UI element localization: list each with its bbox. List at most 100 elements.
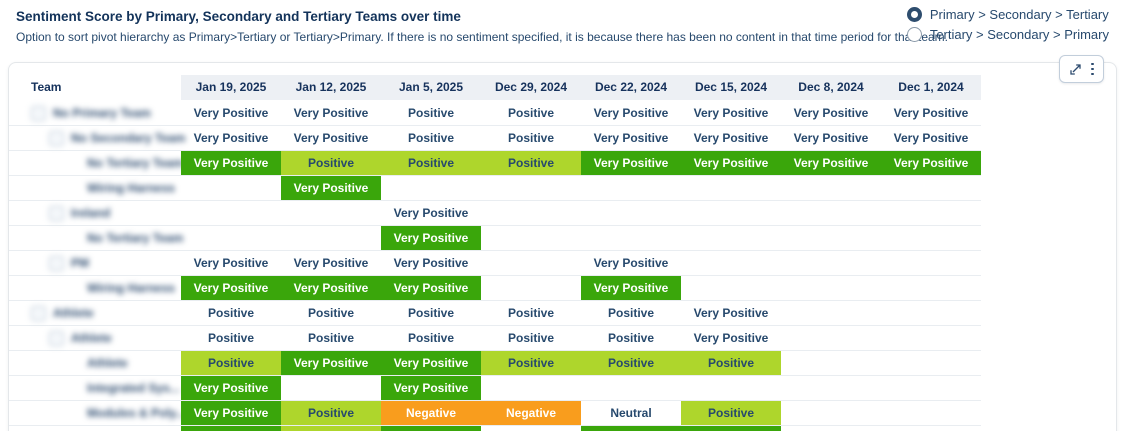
sentiment-cell[interactable]: Negative	[381, 401, 481, 425]
sentiment-cell[interactable]: Positive	[507, 331, 555, 345]
sentiment-cell[interactable]: Positive	[381, 151, 481, 175]
radio-option-tertiary-secondary-primary[interactable]: Tertiary > Secondary > Primary	[906, 27, 1109, 42]
sentiment-cell[interactable]: Positive	[681, 351, 781, 375]
sentiment-cell[interactable]: Very Positive	[693, 331, 769, 345]
sentiment-cell[interactable]: Very Positive	[181, 151, 281, 175]
team-checkbox[interactable]	[49, 255, 64, 271]
team-checkbox[interactable]	[49, 205, 64, 221]
sentiment-cell[interactable]: Very Positive	[793, 106, 869, 120]
radio-button-icon[interactable]	[906, 7, 922, 22]
sentiment-cell[interactable]: Very Positive	[281, 276, 381, 300]
sentiment-cell[interactable]	[581, 426, 681, 431]
sentiment-cell[interactable]: Positive	[407, 306, 455, 320]
sentiment-cell[interactable]: Very Positive	[393, 256, 469, 270]
sentiment-cell[interactable]: Positive	[481, 351, 581, 375]
sentiment-cell[interactable]: Very Positive	[693, 306, 769, 320]
sentiment-cell[interactable]: Very Positive	[893, 106, 969, 120]
sentiment-cell[interactable]: Very Positive	[381, 276, 481, 300]
team-label[interactable]: PM	[9, 251, 89, 275]
column-header-date: Dec 29, 2024	[494, 80, 568, 94]
sentiment-cell[interactable]: Neutral	[610, 406, 652, 420]
kebab-menu-icon[interactable]	[1091, 62, 1094, 76]
radio-option-label[interactable]: Tertiary > Secondary > Primary	[929, 27, 1109, 42]
sentiment-cell[interactable]: Positive	[607, 331, 655, 345]
sentiment-cell[interactable]: Very Positive	[893, 131, 969, 145]
sentiment-cell[interactable]	[681, 426, 781, 431]
team-label[interactable]: No Tertiary Team	[9, 226, 183, 250]
sentiment-cell[interactable]: Positive	[307, 306, 355, 320]
sentiment-cell[interactable]: Positive	[507, 106, 555, 120]
sentiment-cell[interactable]: Positive	[581, 351, 681, 375]
sentiment-cell[interactable]: Positive	[281, 401, 381, 425]
team-label[interactable]: Integrated Sys...	[9, 376, 180, 400]
sentiment-cell[interactable]: Positive	[307, 331, 355, 345]
widget-toolbar	[1059, 55, 1104, 83]
sentiment-cells: Positive Positive Positive Positive Positive…	[181, 326, 981, 350]
sentiment-cell[interactable]: Very Positive	[793, 131, 869, 145]
team-label[interactable]: Athlete	[9, 326, 112, 350]
team-checkbox[interactable]	[49, 130, 64, 146]
sentiment-cell[interactable]: Very Positive	[681, 151, 781, 175]
sentiment-cell[interactable]: Very Positive	[281, 351, 381, 375]
sentiment-cell[interactable]: Very Positive	[281, 176, 381, 200]
sentiment-cell[interactable]: Very Positive	[193, 256, 269, 270]
sentiment-cell[interactable]: Very Positive	[181, 376, 281, 400]
sentiment-cell[interactable]: Very Positive	[693, 131, 769, 145]
radio-button-icon[interactable]	[906, 27, 922, 42]
expand-icon[interactable]	[1069, 63, 1082, 76]
sentiment-cell[interactable]: Positive	[407, 331, 455, 345]
team-label[interactable]: No Tertiary Team	[9, 151, 183, 175]
sentiment-cell[interactable]: Positive	[607, 306, 655, 320]
team-checkbox[interactable]	[31, 305, 46, 321]
team-label[interactable]: No Secondary Team	[9, 126, 185, 150]
sentiment-cell[interactable]: Very Positive	[581, 276, 681, 300]
sentiment-cell[interactable]: Very Positive	[181, 401, 281, 425]
team-label[interactable]: Modules & Poly...	[9, 401, 185, 425]
team-label[interactable]: Athlete	[9, 301, 94, 325]
sentiment-cell[interactable]: Positive	[181, 351, 281, 375]
sentiment-cell[interactable]: Very Positive	[293, 256, 369, 270]
team-checkbox[interactable]	[49, 330, 64, 346]
sentiment-cell[interactable]: Very Positive	[693, 106, 769, 120]
sentiment-cell[interactable]: Positive	[407, 131, 455, 145]
sentiment-cell[interactable]: Positive	[507, 131, 555, 145]
sentiment-cell[interactable]	[281, 426, 381, 431]
team-label[interactable]	[9, 426, 87, 431]
team-label[interactable]: Wiring Harness	[9, 176, 175, 200]
sentiment-cell[interactable]: Very Positive	[293, 131, 369, 145]
sentiment-cell[interactable]: Very Positive	[593, 131, 669, 145]
sentiment-cell[interactable]: Positive	[407, 106, 455, 120]
sentiment-cell[interactable]: Very Positive	[593, 106, 669, 120]
sentiment-cell[interactable]: Positive	[507, 306, 555, 320]
sentiment-cell[interactable]: Very Positive	[593, 256, 669, 270]
radio-option-label[interactable]: Primary > Secondary > Tertiary	[929, 7, 1109, 22]
sentiment-cell[interactable]: Very Positive	[181, 276, 281, 300]
team-label[interactable]: Wiring Harness	[9, 276, 175, 300]
sentiment-cell[interactable]: Very Positive	[381, 226, 481, 250]
team-label[interactable]: Athlete	[9, 351, 128, 375]
sentiment-cell[interactable]	[381, 426, 481, 431]
sentiment-cell	[281, 376, 381, 400]
radio-option-primary-secondary-tertiary[interactable]: Primary > Secondary > Tertiary	[906, 7, 1109, 22]
sentiment-cells: Very Positive Very Positive	[181, 376, 981, 400]
sentiment-cell[interactable]: Very Positive	[193, 106, 269, 120]
sentiment-cell[interactable]: Positive	[281, 151, 381, 175]
table-row: Athlete Positive Positive Positive Positive P…	[9, 326, 981, 351]
team-checkbox[interactable]	[31, 105, 46, 121]
sentiment-cell[interactable]: Positive	[207, 331, 255, 345]
sentiment-cell[interactable]: Very Positive	[881, 151, 981, 175]
sentiment-cell[interactable]: Positive	[681, 401, 781, 425]
sentiment-cell[interactable]: Very Positive	[581, 151, 681, 175]
sentiment-cell[interactable]: Very Positive	[381, 376, 481, 400]
sentiment-cell[interactable]: Negative	[481, 401, 581, 425]
sentiment-cell[interactable]: Very Positive	[781, 151, 881, 175]
sentiment-cell[interactable]: Very Positive	[381, 351, 481, 375]
team-label[interactable]: Ireland	[9, 201, 110, 225]
team-label[interactable]: No Primary Team	[9, 101, 151, 125]
sentiment-cell[interactable]: Positive	[207, 306, 255, 320]
sentiment-cell[interactable]	[181, 426, 281, 431]
sentiment-cell[interactable]: Positive	[481, 151, 581, 175]
sentiment-cell[interactable]: Very Positive	[393, 206, 469, 220]
sentiment-cell[interactable]: Very Positive	[193, 131, 269, 145]
sentiment-cell[interactable]: Very Positive	[293, 106, 369, 120]
